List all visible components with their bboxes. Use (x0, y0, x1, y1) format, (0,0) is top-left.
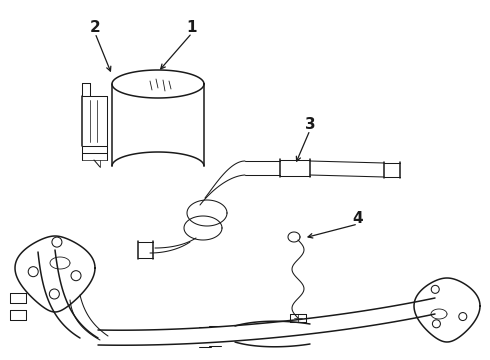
Text: 4: 4 (353, 211, 363, 225)
Text: 3: 3 (305, 117, 315, 131)
Text: 2: 2 (90, 19, 100, 35)
Text: 1: 1 (187, 19, 197, 35)
